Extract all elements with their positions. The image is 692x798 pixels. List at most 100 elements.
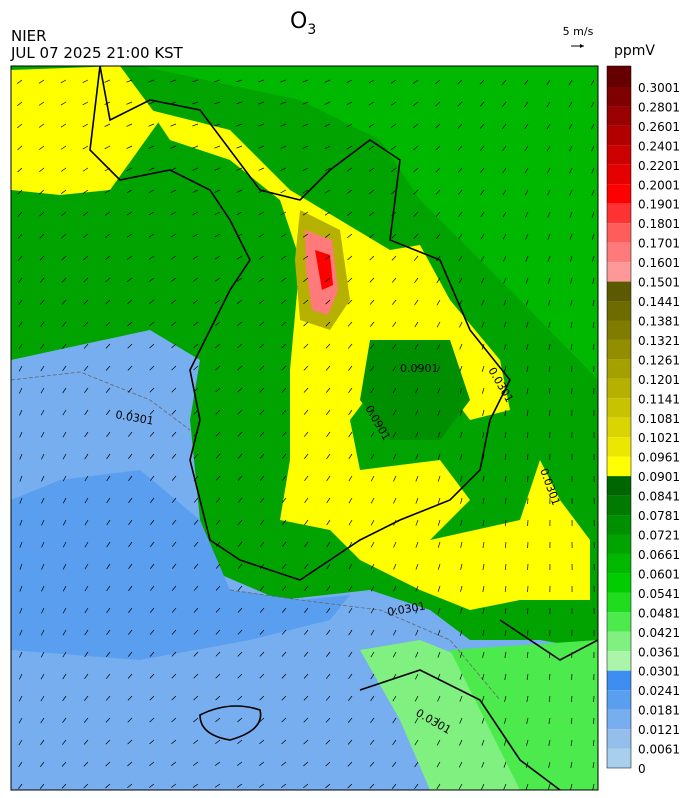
wind-vector [237, 365, 243, 371]
wind-vector [437, 409, 441, 416]
wind-vector [83, 783, 89, 789]
wind-vector [18, 387, 23, 394]
wind-vector [413, 167, 419, 173]
wind-vector [106, 409, 111, 415]
wind-vector [324, 101, 331, 105]
wind-vector [459, 365, 463, 372]
wind-vector [548, 673, 551, 681]
wind-vector [17, 101, 23, 106]
wind-vector [414, 321, 419, 328]
wind-vector [370, 717, 375, 724]
wind-vector [281, 343, 287, 349]
wind-vector [40, 343, 45, 350]
wind-vector [504, 607, 507, 614]
wind-vector [569, 167, 573, 174]
wind-vector [392, 431, 397, 438]
wind-vector [460, 497, 463, 504]
wind-vector [415, 541, 419, 548]
colorbar-swatch [607, 748, 631, 768]
colorbar-swatch [607, 651, 631, 671]
wind-vector [503, 761, 507, 768]
wind-vector [258, 167, 265, 171]
wind-vector [303, 739, 309, 745]
wind-vector [526, 387, 529, 394]
wind-vector [415, 673, 419, 680]
wind-vector [592, 739, 595, 746]
wind-vector [149, 365, 155, 371]
wind-vector [171, 365, 177, 371]
wind-vector [127, 651, 133, 657]
wind-vector [61, 211, 67, 217]
wind-vector [570, 761, 573, 768]
wind-vector [17, 233, 23, 239]
wind-vector [591, 211, 595, 218]
wind-vector [525, 233, 529, 240]
wind-vector [458, 277, 463, 284]
wind-vector [193, 585, 199, 591]
wind-vector [41, 585, 45, 592]
colorbar-label: 0.1081 [638, 412, 680, 426]
wind-vector [414, 277, 419, 284]
wind-vector [40, 431, 45, 438]
wind-vector [482, 431, 485, 438]
wind-vector [592, 255, 595, 262]
wind-vector [280, 783, 287, 788]
wind-vector [39, 167, 45, 173]
wind-vector [302, 101, 309, 105]
wind-vector [193, 651, 199, 657]
field-red [315, 250, 333, 290]
wind-vector [40, 673, 45, 680]
wind-vector [18, 783, 23, 790]
wind-vector [281, 299, 287, 305]
wind-vector [150, 541, 155, 547]
wind-vector [570, 277, 573, 284]
wind-vector [149, 387, 155, 393]
wind-vector [193, 695, 199, 701]
wind-vector [391, 189, 397, 195]
wind-vector [17, 255, 23, 261]
wind-vector [369, 255, 375, 261]
wind-vector [84, 585, 89, 592]
wind-vector [325, 255, 331, 260]
wind-vector [62, 695, 67, 702]
wind-vector [326, 607, 331, 614]
field-yellow [11, 66, 160, 195]
wind-vector [83, 233, 89, 239]
wind-vector [324, 211, 331, 216]
wind-vector [127, 629, 133, 635]
wind-vector [105, 739, 111, 745]
wind-vector [39, 189, 45, 195]
wind-vector [40, 717, 45, 724]
wind-vector [18, 343, 23, 350]
wind-vector [170, 277, 177, 282]
wind-vector [282, 541, 287, 547]
colorbar-label: 0.2601 [638, 120, 680, 134]
wind-vector [591, 189, 595, 196]
wind-vector [258, 277, 265, 282]
wind-vector [171, 431, 177, 437]
wind-vector [282, 497, 287, 503]
wind-vector [259, 607, 265, 613]
wind-vector [106, 563, 111, 570]
wind-vector [459, 717, 463, 724]
wind-vector [237, 475, 243, 481]
wind-vector [237, 541, 243, 547]
wind-vector [437, 519, 441, 526]
wind-vector [258, 255, 265, 260]
wind-vector [128, 453, 133, 459]
wind-vector [547, 189, 551, 196]
wind-vector [149, 629, 155, 635]
wind-vector [82, 211, 89, 216]
wind-vector [170, 255, 177, 260]
map-frame [10, 65, 599, 791]
colorbar-swatch [607, 184, 631, 204]
colorbar-label: 0.1701 [638, 237, 680, 251]
wind-vector [259, 717, 265, 723]
wind-vector [326, 651, 331, 657]
wind-vector [61, 761, 67, 767]
wind-vector [369, 233, 375, 239]
wind-vector [237, 343, 243, 349]
wind-vector [82, 79, 89, 84]
wind-vector [548, 365, 551, 372]
wind-vector [481, 343, 485, 350]
